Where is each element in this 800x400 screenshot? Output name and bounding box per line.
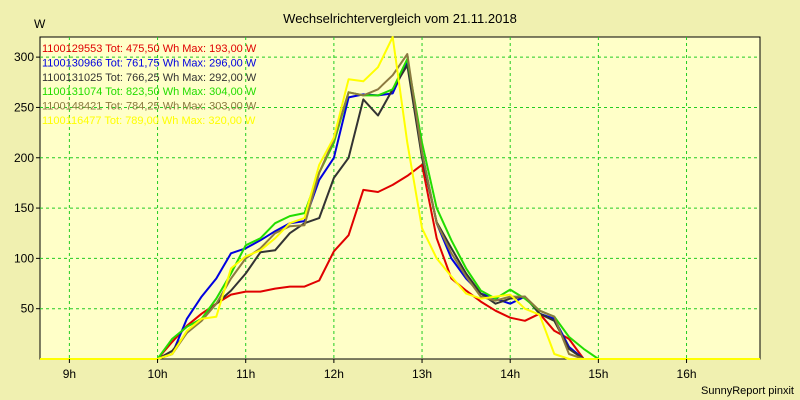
- x-tick-label: 12h: [324, 367, 344, 381]
- y-tick-label: 150: [14, 201, 34, 215]
- x-tick-label: 16h: [677, 367, 697, 381]
- axes: 50 100 150 200 250 300 9h 10h 11h 12h 13h 14h 15h 16h: [14, 50, 697, 381]
- legend-entry-1100148421: 1100148421 Tot: 784,25 Wh Max: 303,00 W: [42, 101, 257, 113]
- legend: 1100129553 Tot: 475,50 Wh Max: 193,00 W 1…: [42, 43, 257, 127]
- x-tick-label: 10h: [148, 367, 168, 381]
- y-tick-label: 250: [14, 100, 34, 114]
- chart-title: Wechselrichtervergleich vom 21.11.2018: [283, 11, 517, 26]
- y-tick-label: 50: [21, 302, 35, 316]
- y-tick-label: 300: [14, 50, 34, 64]
- x-tick-label: 14h: [500, 367, 520, 381]
- legend-entry-1100116477: 1100116477 Tot: 789,00 Wh Max: 320,00 W: [42, 115, 256, 127]
- series-line-1100116477: [40, 36, 760, 360]
- x-tick-label: 9h: [63, 367, 76, 381]
- legend-entry-1100131074: 1100131074 Tot: 823,50 Wh Max: 304,00 W: [42, 86, 257, 98]
- legend-entry-1100130966: 1100130966 Tot: 761,75 Wh Max: 296,00 W: [42, 57, 257, 69]
- legend-entry-1100129553: 1100129553 Tot: 475,50 Wh Max: 193,00 W: [42, 43, 257, 55]
- y-tick-label: 200: [14, 151, 34, 165]
- series-lines: [40, 36, 760, 360]
- y-tick-label: 100: [14, 251, 34, 265]
- credit-label: SunnyReport pinxit: [701, 385, 794, 397]
- x-tick-label: 13h: [412, 367, 432, 381]
- x-tick-label: 11h: [236, 367, 255, 381]
- x-tick-label: 15h: [588, 367, 608, 381]
- legend-entry-1100131025: 1100131025 Tot: 766,25 Wh Max: 292,00 W: [42, 72, 257, 84]
- y-axis-unit: W: [34, 17, 46, 31]
- grid: [40, 37, 760, 359]
